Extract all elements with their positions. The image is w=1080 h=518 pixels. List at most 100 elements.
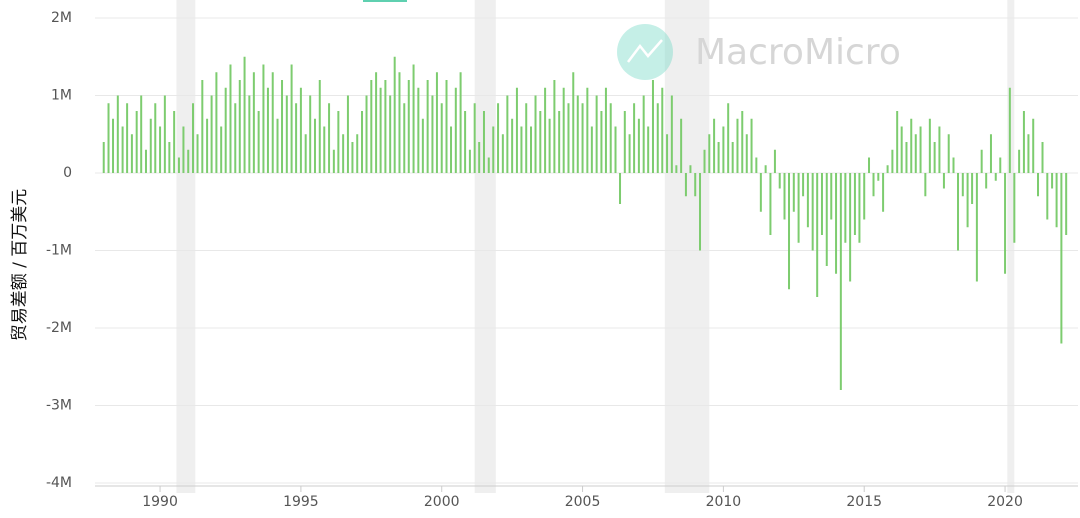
bar [182, 126, 185, 173]
bar [558, 111, 561, 173]
bar [957, 173, 960, 251]
bar [487, 157, 490, 173]
bar [741, 111, 744, 173]
bar [703, 149, 706, 173]
recession-band [664, 0, 710, 493]
y-tick-label: -2M [46, 320, 72, 336]
bar [375, 72, 378, 173]
bar [637, 118, 640, 173]
bar [393, 56, 396, 173]
bar [745, 134, 748, 173]
bar [506, 95, 509, 173]
bar [839, 173, 842, 390]
bar [548, 118, 551, 173]
bar [971, 173, 974, 204]
bar [459, 72, 462, 173]
bar [403, 103, 406, 173]
bar [234, 103, 237, 173]
bar [783, 173, 786, 220]
bar [924, 173, 927, 197]
bar [868, 157, 871, 173]
bar [792, 173, 795, 212]
y-axis-label: 贸易差额 / 百万美元 [10, 189, 30, 342]
bar [609, 103, 612, 173]
bar [332, 149, 335, 173]
bar [389, 95, 392, 173]
bar [722, 126, 725, 173]
bar [482, 111, 485, 173]
bar [384, 80, 387, 173]
bar [825, 173, 828, 266]
bar [900, 126, 903, 173]
bar [952, 157, 955, 173]
bar [1041, 142, 1044, 173]
bar [431, 95, 434, 173]
bar [647, 126, 650, 173]
bar [1018, 149, 1021, 173]
bar [666, 134, 669, 173]
bar [450, 126, 453, 173]
bar [351, 142, 354, 173]
bar [811, 173, 814, 251]
bar [323, 126, 326, 173]
bar [534, 95, 537, 173]
bar [407, 80, 410, 173]
bar [299, 87, 302, 173]
bar [102, 142, 105, 173]
bar [628, 134, 631, 173]
bar [454, 87, 457, 173]
bar [304, 134, 307, 173]
bar [1013, 173, 1016, 243]
bar [651, 80, 654, 173]
bar [1027, 134, 1030, 173]
bar [144, 149, 147, 173]
bar [675, 165, 678, 173]
bar [328, 103, 331, 173]
y-tick-label: 1M [51, 88, 72, 104]
y-tick-label: 0 [63, 165, 72, 181]
bar [590, 126, 593, 173]
bar [928, 118, 931, 173]
bar [210, 95, 213, 173]
legend-swatch [363, 0, 407, 2]
bar [576, 95, 579, 173]
bar [421, 118, 424, 173]
bar [830, 173, 833, 220]
bar [435, 72, 438, 173]
bar [126, 103, 129, 173]
bar [816, 173, 819, 297]
bar [285, 95, 288, 173]
x-tick-label: 2010 [706, 494, 742, 510]
recession-band [474, 0, 496, 493]
bar [196, 134, 199, 173]
bar [342, 134, 345, 173]
bar [919, 126, 922, 173]
bar [121, 126, 124, 173]
bar [717, 142, 720, 173]
bar [989, 134, 992, 173]
bar [623, 111, 626, 173]
bar [642, 95, 645, 173]
y-tick-label: 2M [51, 10, 72, 26]
bar [346, 95, 349, 173]
bar [177, 157, 180, 173]
bar [530, 126, 533, 173]
bar [468, 149, 471, 173]
bar [361, 111, 364, 173]
bar [670, 95, 673, 173]
bar [445, 80, 448, 173]
bar [544, 87, 547, 173]
bar [961, 173, 964, 197]
bar [149, 118, 152, 173]
bar [290, 64, 293, 173]
bar [1022, 111, 1025, 173]
y-tick-label: -3M [46, 398, 72, 414]
bar [309, 95, 312, 173]
bar [107, 103, 110, 173]
bar [511, 118, 514, 173]
bar [1037, 173, 1040, 197]
x-tick-label: 2015 [846, 494, 882, 510]
bar [379, 87, 382, 173]
bar [820, 173, 823, 235]
